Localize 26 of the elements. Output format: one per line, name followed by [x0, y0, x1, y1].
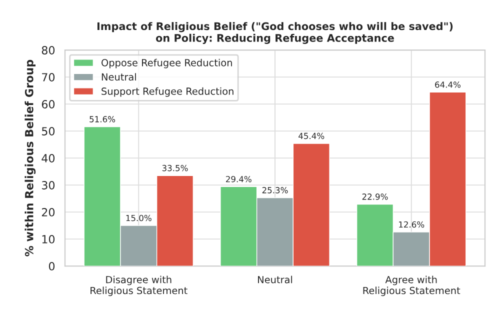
x-tick-label: Neutral	[258, 276, 292, 284]
legend-label: Support Refugee Reduction	[102, 87, 234, 97]
y-tick-label: 80	[42, 46, 55, 54]
y-tick-label: 50	[42, 127, 55, 136]
data-label: 29.4%	[226, 176, 252, 182]
y-tick-label: 20	[42, 208, 55, 216]
y-tick-label: 40	[42, 154, 55, 162]
y-tick-label: 70	[42, 73, 55, 82]
legend-label: Oppose Refugee Reduction	[102, 58, 232, 68]
data-label: 64.4%	[435, 82, 461, 88]
x-tick-label: Disagree with Religious Statement	[90, 276, 188, 296]
data-label: 15.0%	[126, 214, 152, 222]
data-label: 25.3%	[262, 187, 288, 194]
data-label: 51.6%	[90, 116, 116, 122]
y-tick-label: 60	[42, 100, 55, 108]
data-label: 33.5%	[162, 164, 188, 172]
data-label: 22.9%	[362, 194, 388, 200]
chart-title: Impact of Religious Belief ("God chooses who will be saved") on Policy: Reducing Refugee Acceptance	[97, 22, 453, 44]
y-tick-label: 0	[48, 262, 55, 270]
y-tick-label: 10	[42, 235, 55, 244]
x-tick-label: Agree with Religious Statement	[363, 276, 460, 296]
data-label: 45.4%	[298, 132, 324, 140]
data-label: 12.6%	[399, 221, 424, 228]
legend-label: Neutral	[102, 73, 136, 81]
y-tick-label: 30	[42, 181, 55, 190]
y-axis-title: % within Religious Belief Group	[24, 60, 36, 256]
